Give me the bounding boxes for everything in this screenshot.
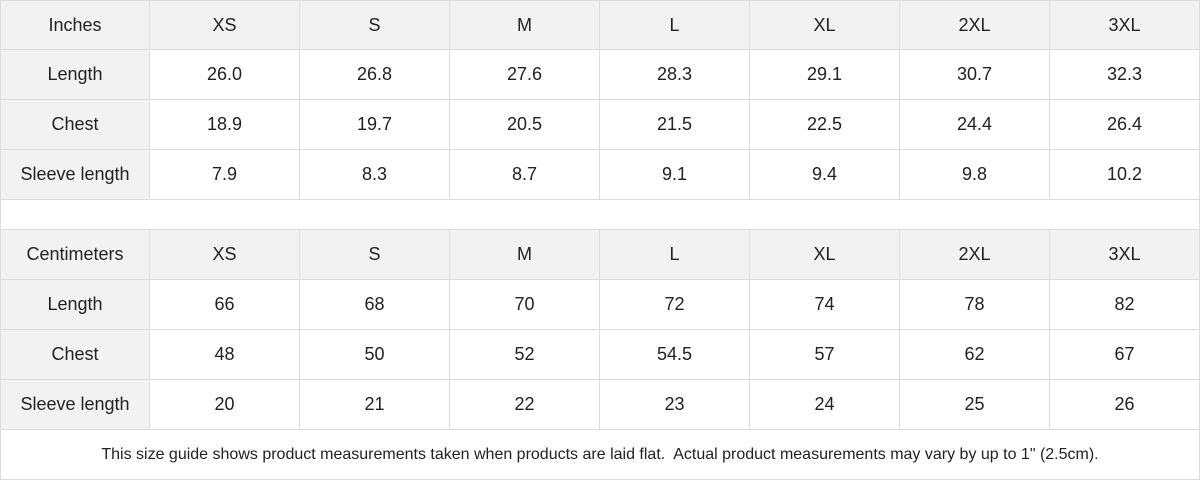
measurement-cell: 18.9 [150,100,300,150]
measurement-cell: 57 [750,330,900,380]
measurement-cell: 62 [900,330,1050,380]
size-header: XS [150,0,300,50]
row-label: Sleeve length [0,380,150,430]
size-header: M [450,230,600,280]
row-label: Chest [0,330,150,380]
size-header: XL [750,230,900,280]
row-label: Sleeve length [0,150,150,200]
measurement-cell: 50 [300,330,450,380]
measurement-cell: 10.2 [1050,150,1200,200]
measurement-cell: 26.0 [150,50,300,100]
size-header: XS [150,230,300,280]
size-header: 2XL [900,0,1050,50]
size-header: L [600,230,750,280]
measurement-cell: 74 [750,280,900,330]
size-header: 3XL [1050,230,1200,280]
table-row: Sleeve length 7.9 8.3 8.7 9.1 9.4 9.8 10.2 [0,150,1200,200]
size-header: 3XL [1050,0,1200,50]
measurement-cell: 82 [1050,280,1200,330]
unit-header: Inches [0,0,150,50]
row-label: Length [0,280,150,330]
measurement-cell: 22 [450,380,600,430]
size-header: L [600,0,750,50]
size-header: S [300,0,450,50]
measurement-cell: 21.5 [600,100,750,150]
measurement-cell: 70 [450,280,600,330]
table-row: Length 66 68 70 72 74 78 82 [0,280,1200,330]
header-row: Inches XS S M L XL 2XL 3XL [0,0,1200,50]
measurement-cell: 20.5 [450,100,600,150]
inches-table: Inches XS S M L XL 2XL 3XL Length 26.0 26.8 27.6 28.… [0,0,1200,200]
measurement-cell: 8.7 [450,150,600,200]
measurement-cell: 28.3 [600,50,750,100]
measurement-cell: 8.3 [300,150,450,200]
measurement-cell: 24 [750,380,900,430]
measurement-cell: 67 [1050,330,1200,380]
size-header: XL [750,0,900,50]
unit-header: Centimeters [0,230,150,280]
measurement-cell: 9.8 [900,150,1050,200]
table-row: Chest 18.9 19.7 20.5 21.5 22.5 24.4 26.4 [0,100,1200,150]
measurement-cell: 26.4 [1050,100,1200,150]
measurement-cell: 26 [1050,380,1200,430]
table-row: Length 26.0 26.8 27.6 28.3 29.1 30.7 32.3 [0,50,1200,100]
measurement-cell: 20 [150,380,300,430]
size-header: M [450,0,600,50]
measurement-cell: 78 [900,280,1050,330]
measurement-cell: 54.5 [600,330,750,380]
measurement-cell: 48 [150,330,300,380]
measurement-cell: 27.6 [450,50,600,100]
measurement-cell: 9.4 [750,150,900,200]
size-guide-note: This size guide shows product measuremen… [0,430,1200,480]
measurement-cell: 30.7 [900,50,1050,100]
centimeters-table: Centimeters XS S M L XL 2XL 3XL Length 66 68 70 72 74… [0,230,1200,430]
size-header: 2XL [900,230,1050,280]
header-row: Centimeters XS S M L XL 2XL 3XL [0,230,1200,280]
table-row: Chest 48 50 52 54.5 57 62 67 [0,330,1200,380]
measurement-cell: 66 [150,280,300,330]
measurement-cell: 21 [300,380,450,430]
measurement-cell: 26.8 [300,50,450,100]
measurement-cell: 9.1 [600,150,750,200]
measurement-cell: 19.7 [300,100,450,150]
measurement-cell: 25 [900,380,1050,430]
row-label: Chest [0,100,150,150]
measurement-cell: 32.3 [1050,50,1200,100]
size-header: S [300,230,450,280]
table-spacer [0,200,1200,230]
measurement-cell: 7.9 [150,150,300,200]
measurement-cell: 68 [300,280,450,330]
measurement-cell: 23 [600,380,750,430]
row-label: Length [0,50,150,100]
measurement-cell: 24.4 [900,100,1050,150]
measurement-cell: 22.5 [750,100,900,150]
measurement-cell: 72 [600,280,750,330]
measurement-cell: 52 [450,330,600,380]
measurement-cell: 29.1 [750,50,900,100]
table-row: Sleeve length 20 21 22 23 24 25 26 [0,380,1200,430]
